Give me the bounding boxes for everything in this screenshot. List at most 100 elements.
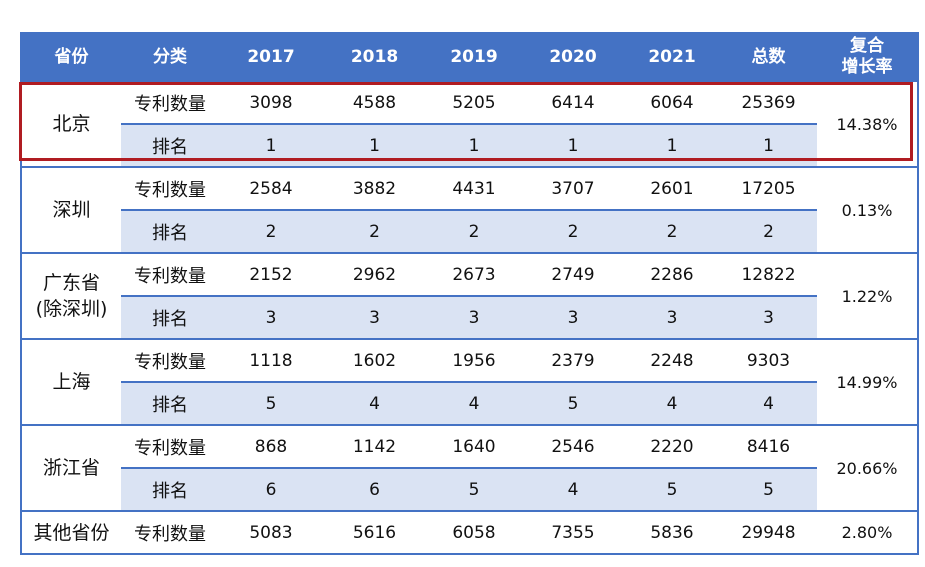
rank-value: 4 (323, 382, 426, 426)
rank-value: 6 (323, 468, 426, 512)
header-2020: 2020 (522, 32, 624, 82)
patent-value: 1602 (323, 339, 426, 383)
category-cell: 专利数量 (134, 523, 206, 545)
rank-value: 4 (522, 468, 624, 512)
rank-value: 3 (323, 296, 426, 340)
patent-total: 12822 (720, 253, 817, 297)
patent-value: 2248 (624, 339, 720, 383)
patent-total: 29948 (741, 522, 796, 543)
province-name: 北京 (52, 113, 91, 135)
patent-value: 2673 (426, 253, 522, 297)
patent-value: 868 (219, 425, 323, 469)
rank-value: 3 (624, 296, 720, 340)
cagr-value: 14.38% (817, 82, 918, 168)
category-cell: 专利数量 (121, 339, 219, 383)
patent-value: 3707 (522, 167, 624, 211)
patent-value: 3098 (219, 82, 323, 125)
category-cell: 专利数量 (121, 167, 219, 211)
province-group: 浙江省 专利数量 868 1142 1640 2546 2220 8416 20.66% 排名 6 6… (21, 425, 918, 512)
rank-value: 5 (219, 382, 323, 426)
province-cell: 上海 (21, 339, 121, 426)
patent-value: 5205 (426, 82, 522, 125)
header-2018: 2018 (323, 32, 426, 82)
province-name: 深圳 (52, 199, 91, 221)
province-cell: 北京 (21, 82, 121, 168)
rank-value: 2 (522, 210, 624, 254)
rank-row: 排名 5 4 4 5 4 4 (21, 382, 918, 426)
province-cell: 其他省份 (33, 521, 110, 544)
patent-value: 5083 (249, 522, 293, 543)
cagr-value: 2.80% (841, 523, 893, 542)
rank-total: 3 (720, 296, 817, 340)
header-row: 省份 分类 2017 2018 2019 2020 2021 总数 复合 增长率 (21, 32, 918, 82)
patent-value: 1640 (426, 425, 522, 469)
patent-row: 浙江省 专利数量 868 1142 1640 2546 2220 8416 20.66% (21, 425, 918, 512)
province-group: 广东省 (除深圳) 专利数量 2152 2962 2673 2749 2286 12822 1.2… (21, 253, 918, 340)
patent-value: 1118 (219, 339, 323, 383)
province-group: 上海 专利数量 1118 1602 1956 2379 2248 9303 14.99% 排名 5 4… (21, 339, 918, 426)
patent-row: 北京 专利数量 3098 4588 5205 6414 6064 25369 14.38% (21, 82, 918, 168)
patent-total: 25369 (720, 82, 817, 125)
province-name: 浙江省 (42, 457, 100, 479)
province-cell: 浙江省 (21, 425, 121, 512)
cagr-value: 14.99% (817, 339, 918, 426)
category-cell: 专利数量 (121, 253, 219, 297)
cagr-value: 0.13% (817, 167, 918, 254)
header-cagr-line2: 增长率 (841, 57, 893, 77)
patent-value: 2749 (522, 253, 624, 297)
rank-value: 3 (426, 296, 522, 340)
category-cell: 排名 (121, 124, 219, 168)
rank-value: 1 (323, 124, 426, 168)
rank-total: 4 (720, 382, 817, 426)
patent-value: 2152 (219, 253, 323, 297)
category-cell: 排名 (121, 468, 219, 512)
province-cell: 广东省 (除深圳) (21, 253, 121, 340)
category-cell: 专利数量 (121, 82, 219, 125)
header-2017: 2017 (219, 32, 323, 82)
patent-total: 17205 (720, 167, 817, 211)
header-2021: 2021 (624, 32, 720, 82)
rank-value: 5 (426, 468, 522, 512)
patent-value: 6058 (452, 522, 496, 543)
rank-value: 2 (624, 210, 720, 254)
category-cell: 排名 (121, 296, 219, 340)
patent-value: 7355 (551, 522, 595, 543)
province-group: 北京 专利数量 3098 4588 5205 6414 6064 25369 14.38% 排名 1… (21, 82, 918, 168)
patent-value: 4588 (323, 82, 426, 125)
rank-value: 4 (624, 382, 720, 426)
rank-row: 排名 2 2 2 2 2 2 (21, 210, 918, 254)
rank-total: 1 (720, 124, 817, 168)
rank-row: 排名 6 6 5 4 5 5 (21, 468, 918, 512)
rank-value: 6 (219, 468, 323, 512)
patent-value: 6064 (624, 82, 720, 125)
category-cell: 排名 (121, 382, 219, 426)
rank-value: 3 (219, 296, 323, 340)
patent-value: 2546 (522, 425, 624, 469)
other-group: 其他省份 专利数量 5083 5616 6058 7355 5836 29948 2.80% (21, 511, 918, 554)
province-name: 广东省 (42, 272, 100, 294)
rank-value: 4 (426, 382, 522, 426)
cagr-value: 20.66% (817, 425, 918, 512)
rank-value: 2 (426, 210, 522, 254)
rank-row: 排名 3 3 3 3 3 3 (21, 296, 918, 340)
rank-value: 1 (426, 124, 522, 168)
patent-value: 3882 (323, 167, 426, 211)
rank-total: 5 (720, 468, 817, 512)
province-group: 深圳 专利数量 2584 3882 4431 3707 2601 17205 0.13% 排名 2 2… (21, 167, 918, 254)
patent-value: 5836 (650, 522, 694, 543)
patent-row: 上海 专利数量 1118 1602 1956 2379 2248 9303 14.99% (21, 339, 918, 426)
rank-value: 1 (219, 124, 323, 168)
cagr-value: 1.22% (817, 253, 918, 340)
patent-value: 5616 (352, 522, 397, 543)
header-total: 总数 (720, 32, 817, 82)
patent-value: 2220 (624, 425, 720, 469)
province-cell: 深圳 (21, 167, 121, 254)
rank-value: 2 (219, 210, 323, 254)
patent-value: 1142 (323, 425, 426, 469)
rank-total: 2 (720, 210, 817, 254)
patent-value: 2286 (624, 253, 720, 297)
patent-value: 1956 (426, 339, 522, 383)
header-cagr-line1: 复合 (850, 36, 884, 56)
category-cell: 专利数量 (121, 425, 219, 469)
patent-value: 6414 (522, 82, 624, 125)
